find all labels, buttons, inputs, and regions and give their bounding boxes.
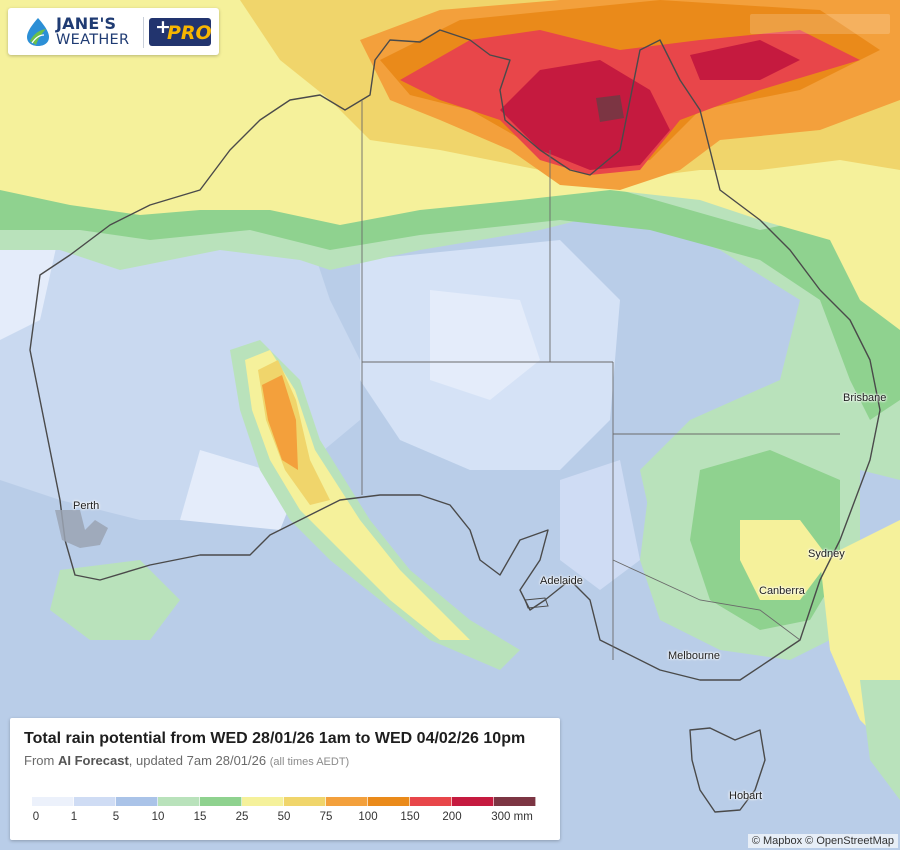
city-label-hobart: Hobart bbox=[729, 790, 763, 802]
brand-logo[interactable]: JANE'S WEATHER + PRO bbox=[8, 8, 219, 55]
legend-tick-label: 1 bbox=[70, 811, 78, 823]
legend-title: Total rain potential from WED 28/01/26 1… bbox=[24, 730, 526, 747]
legend-tick-label: 150 bbox=[400, 811, 420, 823]
legend-swatch bbox=[116, 797, 158, 806]
legend-swatch bbox=[200, 797, 242, 806]
legend-colorbar bbox=[32, 797, 536, 806]
legend-tick-label: 100 bbox=[358, 811, 378, 823]
legend-swatch bbox=[368, 797, 410, 806]
legend-tick-label: 300 mm bbox=[491, 811, 533, 823]
legend-tick-label: 15 bbox=[193, 811, 207, 823]
map-attribution[interactable]: © Mapbox © OpenStreetMap bbox=[747, 834, 898, 848]
legend-swatch bbox=[452, 797, 494, 806]
legend-swatch bbox=[74, 797, 116, 806]
faded-overlay-box bbox=[750, 14, 890, 34]
legend-swatch bbox=[326, 797, 368, 806]
brand-name-line1: JANE'S bbox=[56, 14, 117, 33]
legend-swatch bbox=[494, 797, 536, 806]
legend-sub-timezone: (all times AEDT) bbox=[269, 756, 350, 768]
city-label-canberra: Canberra bbox=[759, 585, 805, 597]
city-label-brisbane: Brisbane bbox=[843, 392, 887, 404]
legend-tick-label: 75 bbox=[319, 811, 333, 823]
city-label-adelaide: Adelaide bbox=[540, 575, 583, 587]
legend-swatch bbox=[32, 797, 74, 806]
city-label-perth: Perth bbox=[73, 500, 100, 512]
brand-name-line2: WEATHER bbox=[56, 32, 130, 48]
legend-sub-updated: , updated 7am 28/01/26 bbox=[128, 753, 267, 768]
legend-tick-label: 5 bbox=[112, 811, 120, 823]
legend-swatch bbox=[158, 797, 200, 806]
pro-label: PRO bbox=[167, 22, 212, 44]
legend-panel: Total rain potential from WED 28/01/26 1… bbox=[10, 718, 560, 840]
legend-tick-label: 50 bbox=[277, 811, 291, 823]
legend-tick-label: 0 bbox=[32, 811, 40, 823]
legend-sub-prefix: From bbox=[24, 753, 55, 768]
city-label-melbourne: Melbourne bbox=[668, 650, 720, 662]
legend-swatch bbox=[410, 797, 452, 806]
brand-divider bbox=[143, 17, 144, 48]
leaf-drop-icon bbox=[27, 18, 49, 46]
legend-tick-label: 200 bbox=[442, 811, 462, 823]
legend-sub-source: AI Forecast bbox=[57, 753, 129, 768]
brand-name: JANE'S WEATHER bbox=[56, 15, 129, 49]
legend-tick-label: 10 bbox=[151, 811, 165, 823]
legend-tick-label: 25 bbox=[235, 811, 249, 823]
pro-badge[interactable]: + PRO bbox=[149, 16, 212, 46]
legend-subtitle: From AI Forecast, updated 7am 28/01/26 (… bbox=[24, 753, 349, 768]
city-label-sydney: Sydney bbox=[808, 548, 845, 560]
legend-swatch bbox=[242, 797, 284, 806]
pro-plus-icon: + bbox=[155, 16, 171, 38]
legend-swatch bbox=[284, 797, 326, 806]
